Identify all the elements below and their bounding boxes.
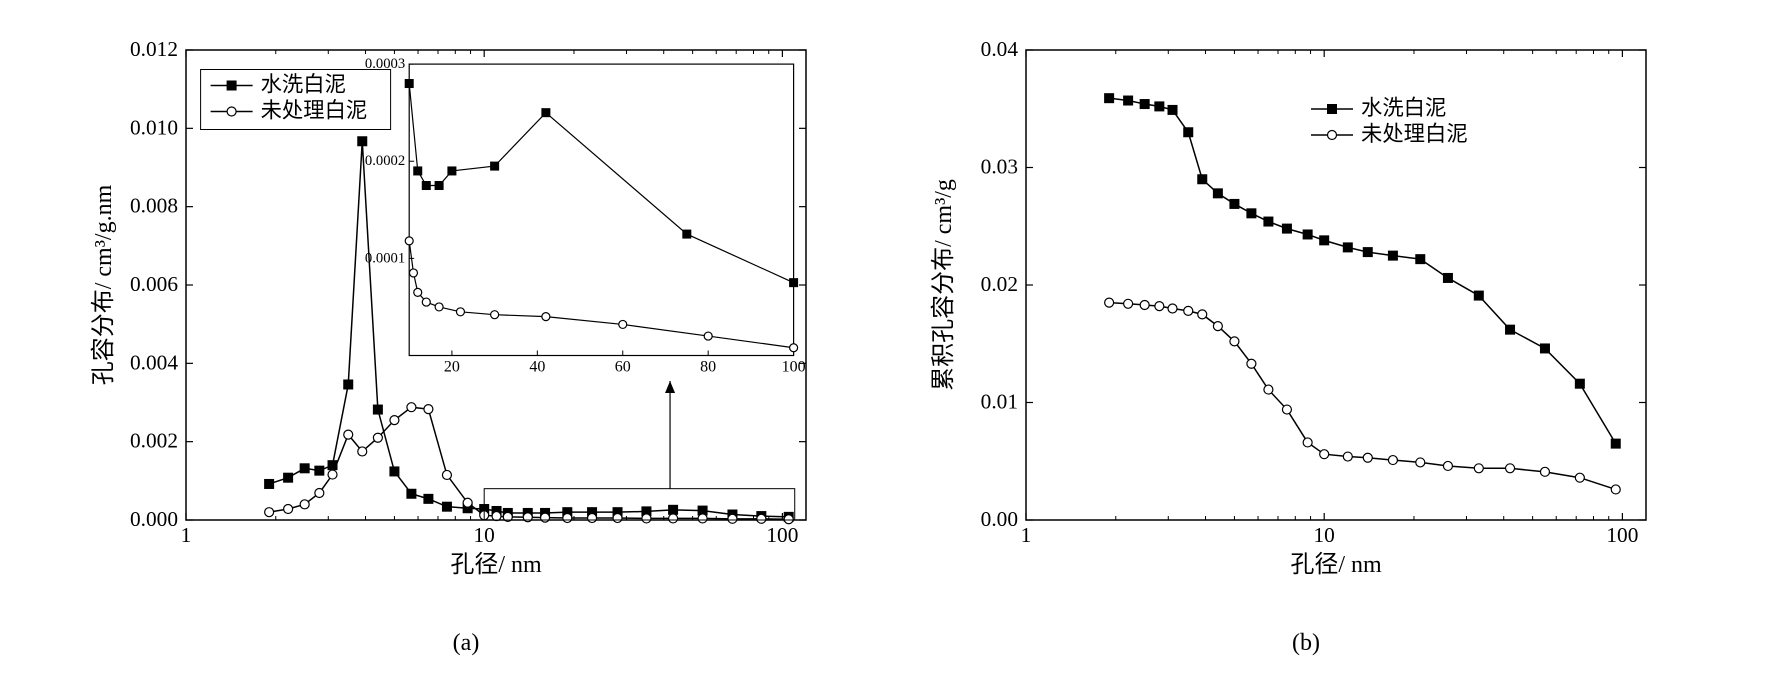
chart-b-svg: 1 10 100 0.00 0.01 0.02 0.03 0.04 孔径/ nm 累积孔容分布/ …: [916, 20, 1696, 620]
svg-text:孔容分布/ cm³/g.nm: 孔容分布/ cm³/g.nm: [90, 184, 117, 385]
svg-text:水洗白泥: 水洗白泥: [261, 73, 346, 97]
svg-text:0.0001: 0.0001: [365, 250, 405, 266]
svg-text:1: 1: [181, 523, 192, 547]
svg-text:100: 100: [766, 523, 798, 547]
svg-text:0.04: 0.04: [981, 37, 1019, 61]
svg-text:10: 10: [1314, 523, 1335, 547]
svg-text:0.006: 0.006: [130, 272, 178, 296]
svg-text:0.004: 0.004: [130, 350, 178, 374]
svg-text:孔径/ nm: 孔径/ nm: [450, 551, 542, 578]
svg-text:0.01: 0.01: [981, 390, 1018, 414]
svg-text:80: 80: [700, 359, 716, 376]
svg-text:100: 100: [1606, 523, 1638, 547]
svg-text:孔径/ nm: 孔径/ nm: [1290, 551, 1382, 578]
svg-text:未处理白泥: 未处理白泥: [1361, 122, 1468, 146]
svg-text:水洗白泥: 水洗白泥: [1361, 96, 1446, 120]
svg-text:累积孔容分布/ cm³/g: 累积孔容分布/ cm³/g: [930, 179, 957, 391]
svg-text:1: 1: [1021, 523, 1032, 547]
svg-text:40: 40: [529, 359, 545, 376]
svg-text:100: 100: [782, 359, 806, 376]
svg-text:未处理白泥: 未处理白泥: [261, 99, 368, 123]
svg-text:0.008: 0.008: [130, 194, 178, 218]
chart-a-svg: 1 10 100 0.000 0.002 0.004 0.006 0.008 0.010 0.01…: [76, 20, 856, 620]
svg-text:0.010: 0.010: [130, 115, 178, 139]
panel-b: 1 10 100 0.00 0.01 0.02 0.03 0.04 孔径/ nm 累积孔容分布/ …: [916, 20, 1696, 657]
panel-a: 1 10 100 0.000 0.002 0.004 0.006 0.008 0.010 0.01…: [76, 20, 856, 657]
svg-text:0.00: 0.00: [981, 507, 1018, 531]
svg-text:20: 20: [444, 359, 460, 376]
svg-text:60: 60: [615, 359, 631, 376]
panel-b-label: (b): [1292, 630, 1320, 657]
figure: 1 10 100 0.000 0.002 0.004 0.006 0.008 0.010 0.01…: [20, 20, 1752, 657]
svg-text:0.0003: 0.0003: [365, 56, 405, 72]
svg-text:0.000: 0.000: [130, 507, 178, 531]
svg-text:0.02: 0.02: [981, 272, 1018, 296]
svg-text:0.0002: 0.0002: [365, 153, 405, 169]
svg-text:10: 10: [474, 523, 495, 547]
svg-text:0.002: 0.002: [130, 429, 178, 453]
svg-text:0.012: 0.012: [130, 37, 178, 61]
panel-a-label: (a): [453, 630, 480, 657]
svg-text:0.03: 0.03: [981, 155, 1018, 179]
